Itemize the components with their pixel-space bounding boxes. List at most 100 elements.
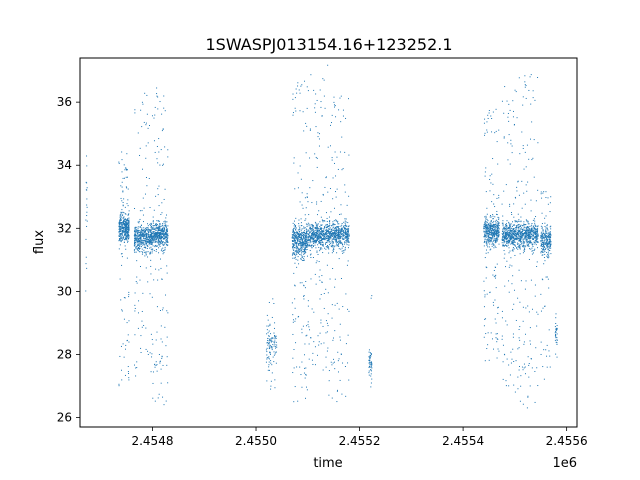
data-point [555,313,557,315]
data-point [520,235,522,237]
data-point [302,246,304,248]
data-point [158,229,160,231]
data-point [528,227,530,229]
data-point [546,228,548,230]
data-point [297,400,299,402]
data-point [335,233,337,235]
data-point [515,238,517,240]
data-point [526,144,528,146]
data-point [156,229,158,231]
data-point [156,233,158,235]
data-point [273,327,275,329]
data-point [120,212,122,214]
data-point [519,226,521,228]
data-point [550,243,552,245]
data-point [141,210,143,212]
data-point [346,236,348,238]
data-point [524,236,526,238]
data-point [532,238,534,240]
data-point [496,357,498,359]
data-point [486,129,488,131]
data-point [142,242,144,244]
data-point [295,258,297,260]
data-point [303,233,305,235]
data-point [296,236,298,238]
data-point [293,252,295,254]
data-point [301,237,303,239]
data-point [489,233,491,235]
data-point [525,245,527,247]
data-point [140,233,142,235]
data-point [533,228,535,230]
data-point [144,235,146,237]
data-point [340,240,342,242]
data-point [266,314,268,316]
data-point [121,181,123,183]
data-point [293,157,295,159]
data-point [157,233,159,235]
data-point [518,240,520,242]
data-point [368,372,370,374]
data-point [496,263,498,265]
data-point [119,355,121,357]
data-point [496,239,498,241]
data-point [342,306,344,308]
data-point [483,224,485,226]
data-point [550,237,552,239]
data-point [310,235,312,237]
data-point [335,240,337,242]
data-point [135,246,137,248]
data-point [163,252,165,254]
data-point [495,222,497,224]
data-point [522,240,524,242]
data-point [347,241,349,243]
data-point [123,228,125,230]
data-point [516,233,518,235]
data-point [487,344,489,346]
data-point [546,233,548,235]
data-point [531,253,533,255]
data-point [517,246,519,248]
data-point [515,360,517,362]
data-point [329,228,331,230]
data-point [533,234,535,236]
data-point [167,237,169,239]
data-point [162,307,164,309]
data-point [517,233,519,235]
data-point [303,372,305,374]
data-point [158,234,160,236]
data-point [273,354,275,356]
data-point [159,310,161,311]
data-point [306,107,308,109]
data-point [309,157,311,159]
data-point [543,349,545,351]
data-point [495,233,497,235]
data-point [141,253,143,255]
data-point [153,140,155,142]
data-point [549,233,551,235]
data-point [154,240,156,242]
data-point [370,363,372,365]
data-point [323,79,325,81]
data-point [523,250,525,252]
data-point [332,238,334,240]
data-point [329,227,331,229]
data-point [327,225,329,227]
data-point [531,244,533,246]
data-point [301,257,303,259]
data-point [550,244,552,246]
data-point [491,225,493,227]
data-point [127,225,129,227]
data-point [490,240,492,242]
data-point [161,357,163,359]
data-point [163,198,165,200]
data-point [318,238,320,240]
data-point [510,223,512,225]
data-point [486,227,487,229]
data-point [140,243,142,245]
data-point [490,219,492,221]
data-point [161,236,163,238]
data-point [124,169,126,171]
data-point [294,237,296,239]
data-point [144,193,146,195]
